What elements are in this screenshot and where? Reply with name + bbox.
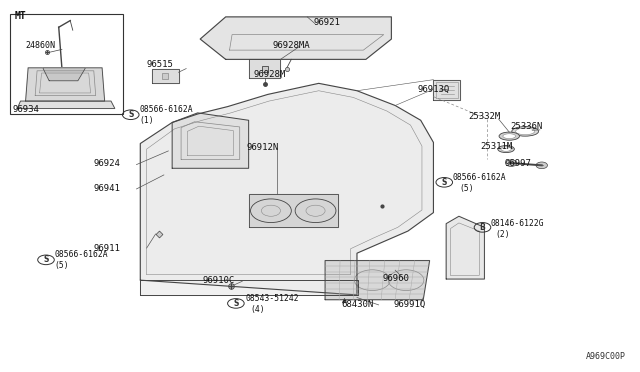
Polygon shape [43,68,86,81]
Text: 96911: 96911 [94,244,121,253]
Text: 96910C: 96910C [202,276,234,285]
Text: (4): (4) [250,305,264,314]
Circle shape [506,160,517,166]
Text: (5): (5) [54,262,69,270]
Polygon shape [172,113,248,168]
Text: 08543-51242: 08543-51242 [246,294,299,303]
Text: 96928MA: 96928MA [272,41,310,50]
Ellipse shape [499,132,520,140]
Ellipse shape [501,147,511,151]
Text: B: B [479,223,485,232]
Polygon shape [152,68,179,83]
Text: 96934: 96934 [13,105,40,114]
Text: 96991Q: 96991Q [394,300,426,310]
Text: 96960: 96960 [383,274,410,283]
Polygon shape [140,280,358,295]
Text: A969C00P: A969C00P [586,352,626,361]
Ellipse shape [498,145,515,153]
Text: 25336N: 25336N [510,122,542,131]
Text: 08566-6162A: 08566-6162A [139,105,193,114]
Text: 96912N: 96912N [246,143,279,152]
Text: 96515: 96515 [147,60,173,70]
Text: MT: MT [14,11,26,21]
Text: 96921: 96921 [314,18,340,27]
Ellipse shape [516,128,535,135]
Polygon shape [17,101,115,109]
Text: S: S [233,299,239,308]
Text: 96924: 96924 [94,159,121,169]
Polygon shape [200,17,392,60]
Text: (2): (2) [495,230,510,238]
Text: 96941: 96941 [94,185,121,193]
Text: 96997: 96997 [505,159,532,169]
Text: (5): (5) [459,184,474,193]
Text: 25311M: 25311M [481,142,513,151]
Circle shape [536,162,547,169]
Text: 68430N: 68430N [342,300,374,310]
Polygon shape [248,60,280,78]
Polygon shape [446,216,484,279]
Ellipse shape [512,126,539,136]
Text: 24860N: 24860N [26,41,56,49]
Polygon shape [248,194,338,227]
Text: S: S [442,178,447,187]
Bar [10,13,123,114]
Text: 08566-6162A: 08566-6162A [452,173,506,182]
Polygon shape [433,80,460,100]
Polygon shape [325,260,429,300]
Text: 25332M: 25332M [468,112,500,121]
Text: 08146-6122G: 08146-6122G [491,218,545,228]
Polygon shape [140,83,433,295]
Text: 96913Q: 96913Q [417,85,450,94]
Text: S: S [128,110,133,119]
Ellipse shape [503,134,516,138]
Text: 96928M: 96928M [253,70,285,79]
Text: 08566-6162A: 08566-6162A [54,250,108,259]
Text: S: S [44,255,49,264]
Text: (1): (1) [139,116,154,125]
Polygon shape [26,68,104,101]
